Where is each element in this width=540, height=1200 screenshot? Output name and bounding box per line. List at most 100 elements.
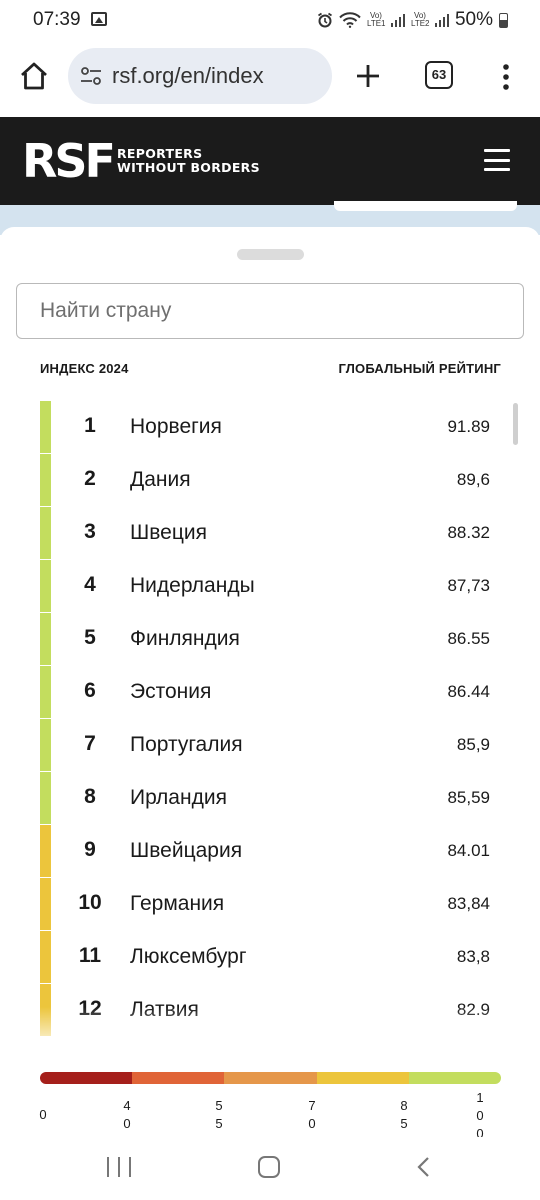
- country-name: Швейцария: [130, 839, 243, 862]
- android-nav-bar: [0, 1137, 540, 1200]
- legend-label: 100: [476, 1090, 484, 1141]
- rank-number: 1: [84, 414, 96, 437]
- hamburger-menu-icon[interactable]: [484, 149, 510, 171]
- score-color-bar: [40, 401, 51, 453]
- score-color-bar: [40, 454, 51, 506]
- country-list[interactable]: 1 Норвегия 91.89 2 Дания 89,6 3 Швеция 88.32 4 Нид…: [0, 401, 540, 1047]
- legend-label: 70: [308, 1098, 316, 1131]
- table-row[interactable]: 3 Швеция 88.32: [0, 507, 540, 560]
- table-row[interactable]: 10 Германия 83,84: [0, 878, 540, 931]
- rank-number: 9: [84, 838, 96, 861]
- table-row[interactable]: 6 Эстония 86.44: [0, 666, 540, 719]
- logo-letters: RSF: [22, 134, 116, 188]
- country-score: 88.32: [447, 523, 490, 542]
- legend-segment: [316, 1072, 409, 1084]
- score-color-bar: [40, 772, 51, 824]
- country-name: Германия: [130, 892, 225, 915]
- gallery-notification-icon: [91, 12, 107, 26]
- sim2-label: Vo) LTE2: [410, 11, 430, 28]
- home-icon[interactable]: [18, 60, 50, 92]
- legend-label: 55: [215, 1098, 223, 1131]
- country-score: 85,59: [447, 788, 490, 807]
- rank-number: 7: [84, 732, 96, 755]
- recent-apps-icon[interactable]: [107, 1157, 131, 1177]
- list-scrollbar[interactable]: [513, 403, 518, 445]
- home-nav-icon[interactable]: [258, 1156, 280, 1178]
- country-score: 89,6: [456, 470, 490, 489]
- score-color-bar: [40, 719, 51, 771]
- score-legend-bar: [40, 1072, 501, 1084]
- country-name: Португалия: [130, 733, 243, 756]
- status-bar: 07:39 Vo) LTE1 Vo) LTE2 50%: [0, 0, 540, 40]
- sim1-label: Vo) LTE1: [366, 11, 386, 28]
- more-menu-icon[interactable]: [496, 62, 516, 92]
- country-name: Люксембург: [130, 945, 247, 968]
- score-color-bar: [40, 825, 51, 877]
- logo-line-1: REPORTERS: [116, 146, 203, 161]
- country-score: 86.44: [447, 682, 490, 701]
- rank-number: 6: [84, 679, 96, 702]
- country-score: 83,84: [447, 894, 490, 913]
- rank-number: 8: [84, 785, 96, 808]
- country-score: 83,8: [456, 947, 490, 966]
- index-year-header: ИНДЕКС 2024: [40, 361, 129, 376]
- signal-1-icon: [390, 13, 405, 27]
- url-text[interactable]: rsf.org/en/index: [112, 63, 264, 88]
- tab-switcher-button[interactable]: 63: [425, 61, 453, 89]
- legend-segment: [40, 1072, 133, 1084]
- score-color-bar: [40, 878, 51, 930]
- column-headers: ИНДЕКС 2024 ГЛОБАЛЬНЫЙ РЕЙТИНГ: [0, 361, 540, 381]
- site-header: RSF REPORTERS WITHOUT BORDERS: [0, 117, 540, 205]
- country-name: Нидерланды: [130, 574, 255, 597]
- country-name: Швеция: [130, 521, 207, 544]
- country-score: 87,73: [447, 576, 490, 595]
- battery-percent: 50%: [454, 9, 493, 30]
- country-name: Дания: [130, 468, 191, 491]
- logo-wordmark: REPORTERS WITHOUT BORDERS: [117, 147, 260, 175]
- wifi-icon: [339, 12, 361, 28]
- legend-segment: [408, 1072, 501, 1084]
- country-name: Эстония: [130, 680, 212, 703]
- score-color-bar: [40, 507, 51, 559]
- legend-label: 85: [400, 1098, 408, 1131]
- legend-label: 0: [39, 1107, 47, 1122]
- drag-handle[interactable]: [237, 249, 304, 260]
- country-score: 84.01: [447, 841, 490, 860]
- table-row[interactable]: 2 Дания 89,6: [0, 454, 540, 507]
- score-color-bar: [40, 613, 51, 665]
- legend-label: 40: [123, 1098, 131, 1131]
- score-color-bar: [40, 666, 51, 718]
- browser-toolbar: rsf.org/en/index 63: [0, 40, 540, 116]
- status-time: 07:39: [33, 9, 81, 30]
- rank-number: 5: [84, 626, 96, 649]
- legend-segment: [224, 1072, 317, 1084]
- table-row[interactable]: 8 Ирландия 85,59: [0, 772, 540, 825]
- ranking-panel: ИНДЕКС 2024 ГЛОБАЛЬНЫЙ РЕЙТИНГ 1 Норвегия…: [0, 227, 540, 1137]
- country-score: 86.55: [447, 629, 490, 648]
- country-name: Финляндия: [130, 627, 240, 650]
- alarm-icon: [317, 12, 332, 28]
- country-search-input[interactable]: [16, 283, 524, 339]
- logo-line-2: WITHOUT BORDERS: [116, 160, 260, 175]
- rank-number: 10: [78, 891, 102, 914]
- site-settings-icon[interactable]: [80, 67, 102, 85]
- table-row[interactable]: 11 Люксембург 83,8: [0, 931, 540, 984]
- table-row[interactable]: 4 Нидерланды 87,73: [0, 560, 540, 613]
- back-icon[interactable]: [414, 1157, 434, 1177]
- score-color-bar: [40, 931, 51, 983]
- rank-number: 3: [84, 520, 96, 543]
- country-name: Ирландия: [130, 786, 227, 809]
- table-row[interactable]: 9 Швейцария 84.01: [0, 825, 540, 878]
- country-score: 91.89: [447, 417, 490, 436]
- country-name: Норвегия: [130, 415, 222, 438]
- map-overlay-card: [334, 201, 517, 211]
- rank-number: 11: [78, 944, 102, 967]
- table-row[interactable]: 5 Финляндия 86.55: [0, 613, 540, 666]
- address-bar[interactable]: rsf.org/en/index: [68, 48, 332, 104]
- new-tab-icon[interactable]: [352, 60, 384, 92]
- table-row[interactable]: 7 Португалия 85,9: [0, 719, 540, 772]
- battery-icon: [499, 12, 508, 28]
- list-fade: [0, 1007, 540, 1053]
- table-row[interactable]: 1 Норвегия 91.89: [0, 401, 540, 454]
- rsf-logo[interactable]: RSF REPORTERS WITHOUT BORDERS: [22, 137, 260, 185]
